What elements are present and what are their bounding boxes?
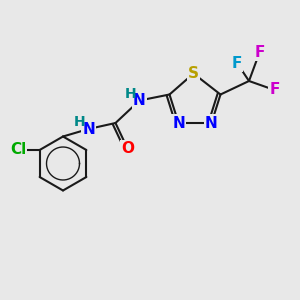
Text: H: H	[125, 87, 136, 101]
Text: F: F	[232, 56, 242, 70]
Text: N: N	[172, 116, 185, 130]
Text: N: N	[205, 116, 218, 130]
Text: H: H	[74, 116, 85, 129]
Text: F: F	[254, 45, 265, 60]
Text: N: N	[82, 122, 95, 136]
Text: N: N	[133, 93, 146, 108]
Text: O: O	[121, 141, 134, 156]
Text: Cl: Cl	[10, 142, 26, 158]
Text: F: F	[269, 82, 280, 98]
Text: S: S	[188, 66, 199, 81]
